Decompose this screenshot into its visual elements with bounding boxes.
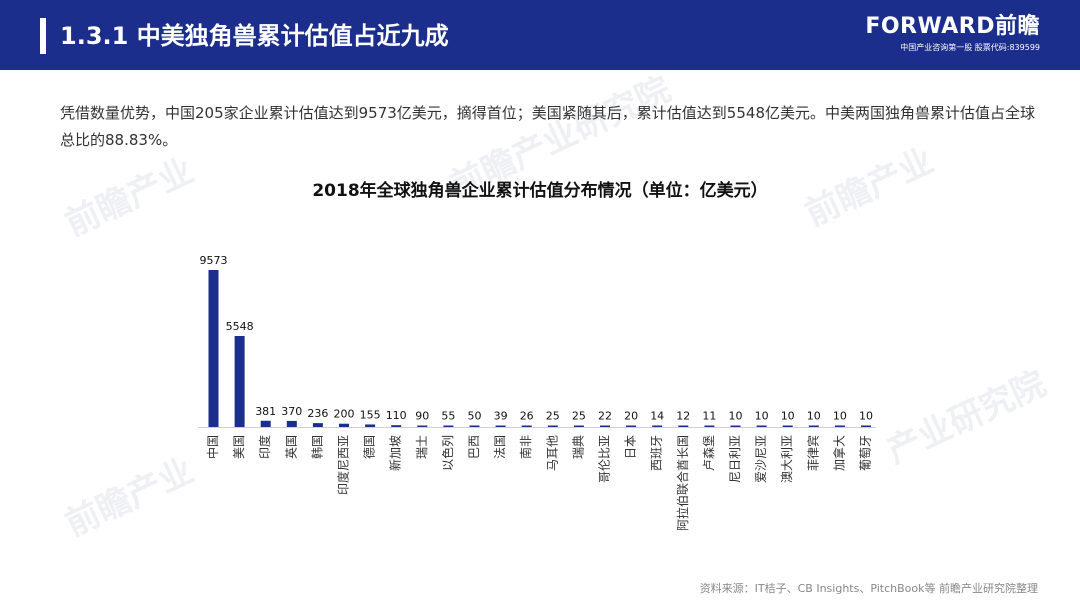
bar bbox=[260, 420, 271, 427]
bar bbox=[861, 425, 871, 427]
bar bbox=[678, 425, 689, 427]
data-label: 20 bbox=[624, 410, 638, 423]
category-label: 德国 bbox=[362, 435, 377, 459]
bar bbox=[782, 425, 793, 427]
category-label: 阿拉伯联合酋长国 bbox=[675, 435, 690, 531]
chart-title: 2018年全球独角兽企业累计估值分布情况（单位：亿美元） bbox=[312, 181, 768, 201]
bar bbox=[286, 420, 297, 427]
summary-paragraph: 凭借数量优势，中国205家企业累计估值达到9573亿美元，摘得首位；美国紧随其后… bbox=[60, 104, 1035, 149]
data-label: 22 bbox=[598, 410, 612, 423]
category-label: 哥伦比亚 bbox=[597, 435, 612, 483]
brand-logo: FORWARD前瞻 中国产业咨询第一股 股票代码:839599 bbox=[865, 14, 1040, 53]
category-label: 瑞士 bbox=[415, 435, 429, 459]
bar bbox=[756, 425, 767, 427]
bar bbox=[626, 425, 637, 427]
data-label: 10 bbox=[807, 410, 821, 423]
category-label: 尼日利亚 bbox=[728, 435, 742, 483]
data-label: 25 bbox=[546, 410, 560, 423]
data-label: 9573 bbox=[200, 254, 228, 267]
data-label: 381 bbox=[255, 405, 276, 418]
category-label: 法国 bbox=[493, 435, 507, 459]
data-label: 10 bbox=[729, 410, 743, 423]
brand-tagline: 中国产业咨询第一股 股票代码:839599 bbox=[900, 43, 1040, 52]
category-label: 印度 bbox=[257, 435, 272, 459]
category-label: 日本 bbox=[624, 435, 638, 459]
category-label: 马耳他 bbox=[545, 435, 559, 471]
data-label: 12 bbox=[676, 410, 690, 423]
category-label: 巴西 bbox=[467, 435, 481, 459]
data-label: 55 bbox=[441, 410, 455, 423]
bar bbox=[495, 425, 506, 427]
header-accent bbox=[40, 18, 46, 54]
bar bbox=[208, 270, 219, 427]
data-label: 200 bbox=[334, 408, 355, 421]
category-label: 美国 bbox=[232, 435, 246, 459]
source-note: 资料来源：IT桔子、CB Insights、PitchBook等 前瞻产业研究院… bbox=[699, 582, 1038, 595]
data-label: 90 bbox=[415, 410, 429, 423]
category-label: 中国 bbox=[205, 435, 220, 459]
data-label: 26 bbox=[520, 410, 534, 423]
category-label: 印度尼西亚 bbox=[336, 435, 351, 495]
data-label: 14 bbox=[650, 410, 664, 423]
category-label: 菲律宾 bbox=[805, 435, 820, 471]
bar bbox=[600, 425, 610, 427]
data-label: 5548 bbox=[226, 320, 254, 333]
category-label: 韩国 bbox=[309, 435, 324, 459]
bar bbox=[652, 425, 663, 427]
data-label: 236 bbox=[307, 407, 328, 420]
bar bbox=[391, 425, 402, 427]
data-label: 370 bbox=[281, 405, 302, 418]
category-label: 卢森堡 bbox=[701, 435, 716, 471]
data-label: 110 bbox=[386, 409, 407, 422]
brand-logo-text: FORWARD前瞻 bbox=[865, 14, 1040, 39]
data-label: 25 bbox=[572, 410, 586, 423]
bar bbox=[547, 425, 558, 427]
bar bbox=[417, 425, 428, 427]
bar bbox=[339, 423, 349, 427]
header-bar: 1.3.1 中美独角兽累计估值占近九成 FORWARD前瞻 中国产业咨询第一股 … bbox=[0, 0, 1080, 70]
category-label: 瑞典 bbox=[571, 435, 585, 459]
category-label: 南非 bbox=[518, 435, 533, 459]
bar bbox=[469, 425, 480, 427]
data-label: 11 bbox=[702, 410, 716, 423]
category-label: 以色列 bbox=[441, 435, 455, 471]
category-label: 新加坡 bbox=[388, 435, 403, 471]
bar bbox=[312, 423, 323, 427]
page-title: 1.3.1 中美独角兽累计估值占近九成 bbox=[60, 22, 449, 50]
data-label: 10 bbox=[755, 410, 769, 423]
data-label: 10 bbox=[833, 410, 847, 423]
bar bbox=[808, 425, 819, 427]
data-label: 50 bbox=[468, 410, 482, 423]
bar bbox=[573, 425, 584, 427]
bar bbox=[365, 424, 376, 427]
bar bbox=[234, 336, 245, 427]
category-label: 澳大利亚 bbox=[780, 435, 794, 483]
bar bbox=[521, 425, 532, 427]
bar bbox=[443, 425, 454, 427]
bar bbox=[704, 425, 715, 427]
category-label: 爱沙尼亚 bbox=[754, 435, 768, 483]
bar bbox=[834, 425, 845, 427]
data-label: 39 bbox=[494, 410, 508, 423]
data-label: 10 bbox=[859, 410, 873, 423]
bar bbox=[730, 425, 741, 427]
data-label: 155 bbox=[360, 408, 381, 421]
category-label: 西班牙 bbox=[650, 435, 664, 471]
category-label: 加拿大 bbox=[831, 435, 846, 471]
category-label: 英国 bbox=[284, 435, 298, 459]
category-label: 葡萄牙 bbox=[859, 435, 873, 471]
data-label: 10 bbox=[781, 410, 795, 423]
